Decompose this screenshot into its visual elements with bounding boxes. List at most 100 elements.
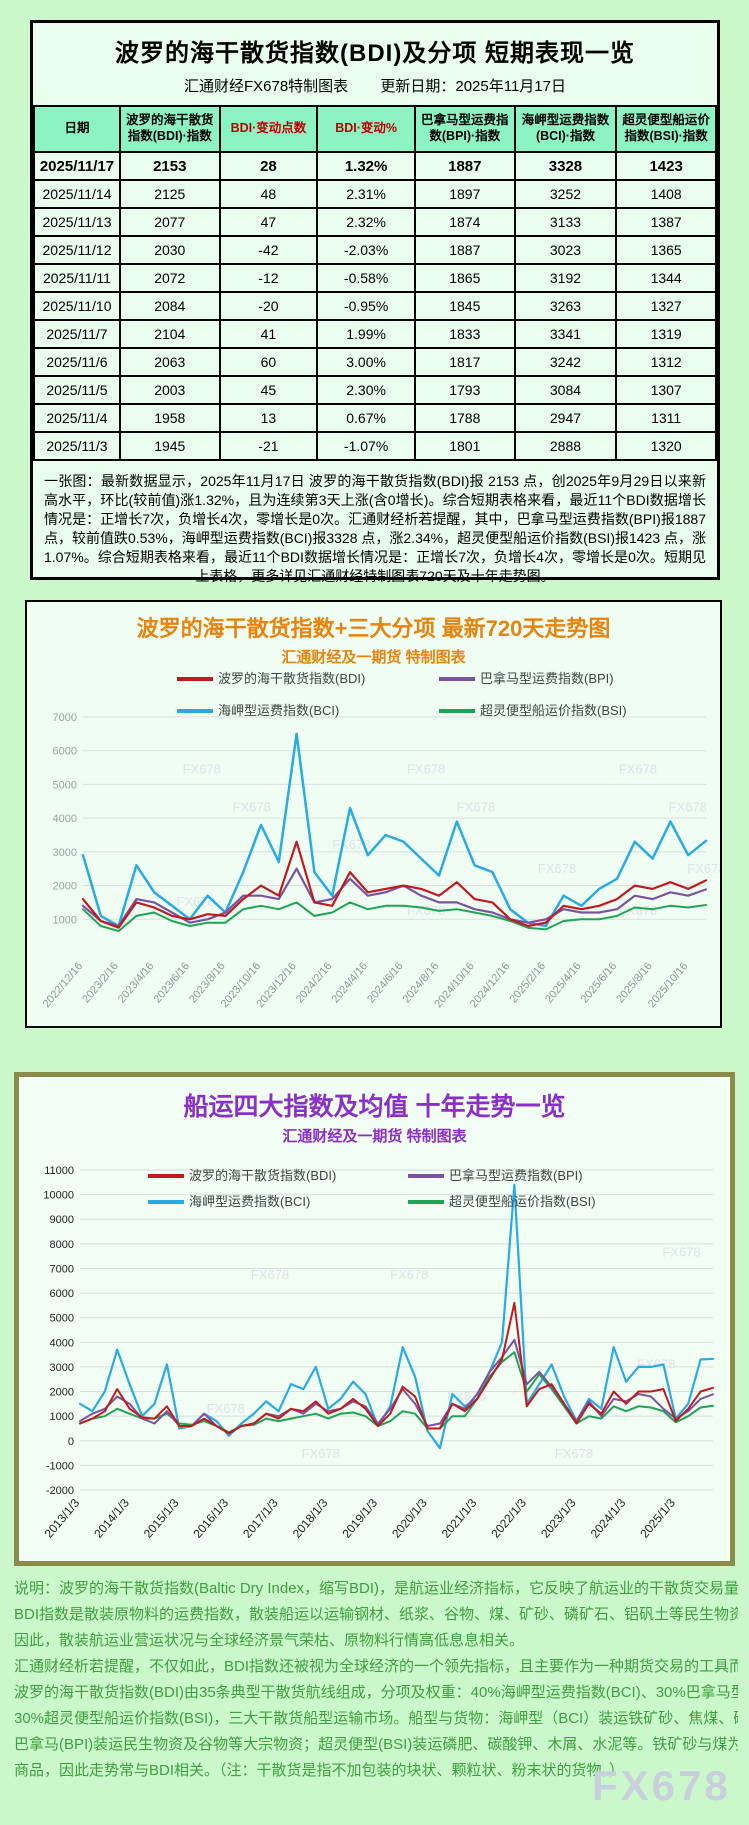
cell: -42	[218, 235, 319, 265]
x-tick-label: 2017/1/3	[240, 1496, 281, 1541]
chart-watermark: FX678	[407, 762, 445, 777]
cell: 2025/11/12	[33, 235, 121, 265]
table-row: 2025/11/6 2063 60 3.00% 1817 3242 1312	[33, 347, 717, 377]
y-tick-label: 3000	[53, 847, 77, 859]
cell: 1817	[413, 347, 516, 377]
cell: -20	[218, 291, 319, 321]
cell: 2153	[118, 151, 221, 181]
cell: 3263	[513, 291, 618, 321]
update-date-label: 更新日期：2025年11月17日	[380, 78, 566, 95]
chart-watermark: FX678	[619, 903, 657, 918]
bdi-table-body: 2025/11/17 2153 28 1.32% 1887 3328 1423 2025/11…	[33, 151, 717, 461]
cell: 2125	[118, 179, 221, 209]
legend-label-BCI: 海岬型运费指数(BCI)	[189, 1194, 310, 1209]
x-tick-label: 2016/1/3	[190, 1496, 231, 1541]
cell: 1945	[118, 431, 221, 461]
y-tick-label: -1000	[46, 1460, 74, 1472]
cell: 0.67%	[316, 403, 416, 433]
table-row: 2025/11/17 2153 28 1.32% 1887 3328 1423	[33, 151, 717, 181]
x-tick-label: 2025/4/16	[543, 960, 584, 1005]
chart-watermark: FX678	[555, 1446, 593, 1461]
x-tick-label: 2020/1/3	[389, 1496, 430, 1541]
cell: 2.31%	[316, 179, 416, 209]
cell: 2025/11/11	[33, 263, 121, 293]
x-tick-label: 2023/6/16	[151, 960, 192, 1005]
cell: 3023	[513, 235, 618, 265]
series-line-BSI	[82, 901, 707, 933]
x-tick-label: 2025/2/16	[507, 960, 548, 1005]
cell: 3133	[513, 207, 618, 237]
legend-label-BPI: 巴拿马型运费指数(BPI)	[449, 1168, 583, 1183]
column-header: 日期	[33, 105, 121, 153]
cell: 28	[218, 151, 319, 181]
cell: 2025/11/13	[33, 207, 121, 237]
x-tick-label: 2024/1/3	[588, 1496, 629, 1541]
y-tick-label: 9000	[50, 1214, 74, 1226]
x-tick-label: 2023/1/3	[538, 1496, 579, 1541]
cell: 2025/11/5	[33, 375, 121, 405]
cell: -0.58%	[316, 263, 416, 293]
cell: 2025/11/17	[33, 151, 121, 181]
table-panel-title: 波罗的海干散货指数(BDI)及分项 短期表现一览	[115, 40, 635, 67]
column-header: BDI·变动点数	[218, 105, 319, 153]
series-line-BDI	[79, 1301, 714, 1435]
legend-label-BDI: 波罗的海干散货指数(BDI)	[189, 1168, 336, 1183]
legend-label-BSI: 超灵便型船运价指数(BSI)	[449, 1194, 596, 1209]
legend-label-BCI: 海岬型运费指数(BCI)	[218, 703, 339, 718]
legend-label-BDI: 波罗的海干散货指数(BDI)	[218, 671, 365, 686]
cell: 1423	[615, 151, 717, 181]
cell: 3328	[513, 151, 618, 181]
cell: 13	[218, 403, 319, 433]
cell: 1365	[615, 235, 717, 265]
footer-line: 巴拿马(BPI)装运民生物资及谷物等大宗物资；超灵便型(BSI)装运磷肥、碳酸钾…	[14, 1736, 738, 1753]
column-header: 波罗的海干散货指数(BDI)·指数	[118, 105, 221, 153]
cell: 2104	[118, 319, 221, 349]
chart-watermark: FX678	[538, 861, 576, 876]
cell: 48	[218, 179, 319, 209]
chart-watermark: FX678	[457, 799, 495, 814]
cell: 2025/11/7	[33, 319, 121, 349]
cell: 1.99%	[316, 319, 416, 349]
cell: 1319	[615, 319, 717, 349]
cell: 2025/11/6	[33, 347, 121, 377]
series-line-BCI	[78, 1183, 715, 1450]
cell: 1307	[615, 375, 717, 405]
chart-watermark: FX678	[669, 799, 707, 814]
cell: 3242	[513, 347, 618, 377]
cell: 1793	[413, 375, 516, 405]
footer-line: 说明：波罗的海干散货指数(Baltic Dry Index，缩写BDI)，是航运…	[14, 1580, 738, 1597]
cell: 2.32%	[316, 207, 416, 237]
cell: -21	[218, 431, 319, 461]
footer-line: 因此，散装航运业营运状况与全球经济景气荣枯、原物料行情高低息息相关。	[14, 1632, 525, 1649]
chart-watermark: FX678	[687, 861, 720, 876]
y-tick-label: 4000	[50, 1337, 74, 1349]
footer-line: 汇通财经析若提醒，不仅如此，BDI指数还被视为全球经济的一个领先指标，且主要作为…	[14, 1658, 738, 1675]
footer-line: 30%超灵便型船运价指数(BSI)，三大干散货船型运输市场。船型与货物：海岬型（…	[14, 1710, 738, 1727]
y-tick-label: 1000	[50, 1411, 74, 1423]
cell: 1312	[615, 347, 717, 377]
cell: 3341	[513, 319, 618, 349]
y-tick-label: 7000	[50, 1263, 74, 1275]
column-header: 超灵便型船运价指数(BSI)·指数	[615, 105, 717, 153]
y-tick-label: 5000	[53, 779, 77, 791]
y-tick-label: 10000	[43, 1190, 74, 1202]
x-tick-label: 2024/6/16	[365, 960, 406, 1005]
cell: 1833	[413, 319, 516, 349]
cell: -2.03%	[316, 235, 416, 265]
x-tick-label: 2022/12/16	[41, 960, 86, 1010]
footer-line: BDI指数是散装原物料的运费指数，散装船运以运输钢材、纸浆、谷物、煤、矿砂、磷矿…	[14, 1606, 738, 1623]
cell: 1344	[615, 263, 717, 293]
series-line-BCI	[81, 732, 708, 928]
y-tick-label: 5000	[50, 1313, 74, 1325]
chart-10year-title: 船运四大指数及均值 十年走势一览	[183, 1093, 566, 1121]
cell: 1845	[413, 291, 516, 321]
cell: 1887	[413, 151, 516, 181]
y-tick-label: 0	[68, 1436, 74, 1448]
table-row: 2025/11/7 2104 41 1.99% 1833 3341 1319	[33, 319, 717, 349]
y-tick-label: 1000	[53, 914, 77, 926]
x-tick-label: 2014/1/3	[91, 1496, 132, 1541]
legend-label-BPI: 巴拿马型运费指数(BPI)	[480, 671, 614, 686]
cell: 1311	[615, 403, 717, 433]
series-line-BSI	[79, 1351, 714, 1434]
